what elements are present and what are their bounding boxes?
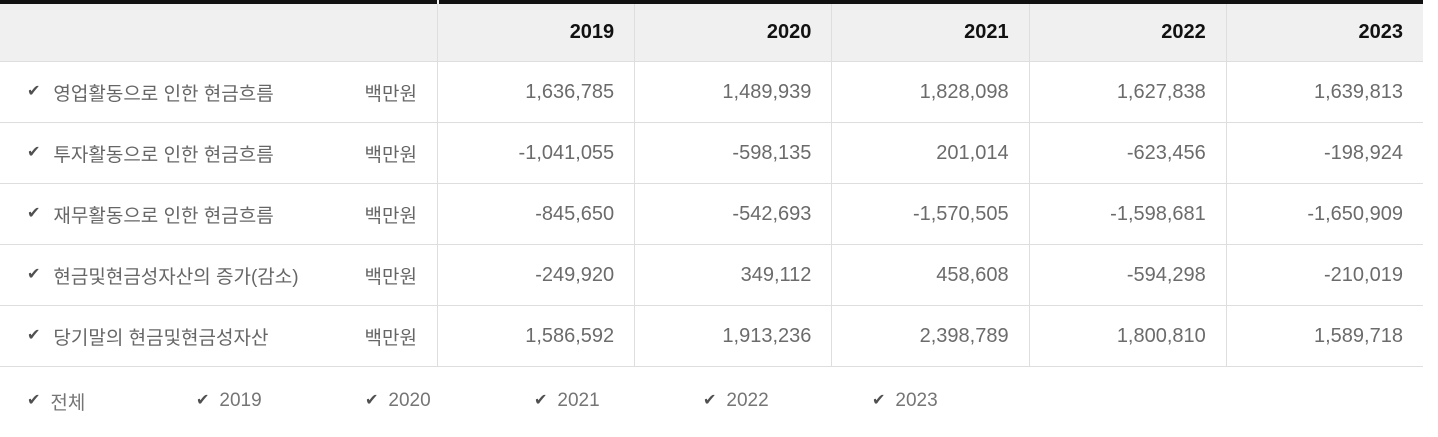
value-cell: 1,639,813 (1225, 62, 1423, 123)
value-cell: 1,636,785 (437, 62, 635, 123)
value-cell: 2,398,789 (831, 306, 1029, 367)
value-cell: -249,920 (437, 245, 635, 306)
value-cell: -1,598,681 (1028, 184, 1226, 245)
row-label: 영업활동으로 인한 현금흐름 (53, 83, 274, 105)
row-label-cell: ✔ 영업활동으로 인한 현금흐름 백만원 (0, 62, 437, 123)
row-check-icon[interactable]: ✔ (27, 144, 41, 161)
filter-label: 2021 (557, 390, 600, 411)
filter-check-icon: ✔ (196, 392, 210, 409)
row-check-icon[interactable]: ✔ (27, 266, 41, 283)
filter-item-2021[interactable]: ✔ 2021 (534, 390, 703, 412)
value-cell: -1,041,055 (437, 123, 635, 184)
row-label: 현금및현금성자산의 증가(감소) (53, 266, 299, 288)
filter-label: 2020 (388, 390, 431, 411)
value-cell: 1,627,838 (1028, 62, 1226, 123)
row-label: 당기말의 현금및현금성자산 (53, 327, 269, 349)
filter-item-2020[interactable]: ✔ 2020 (365, 390, 534, 412)
value-cell: -1,570,505 (831, 184, 1029, 245)
year-column-header: 2022 (1028, 4, 1226, 62)
filter-check-icon: ✔ (534, 392, 548, 409)
value-cell: 1,828,098 (831, 62, 1029, 123)
row-unit-label: 백만원 (364, 205, 417, 227)
value-cell: 1,586,592 (437, 306, 635, 367)
value-cell: 1,589,718 (1225, 306, 1423, 367)
row-check-icon[interactable]: ✔ (27, 83, 41, 100)
value-cell: -198,924 (1225, 123, 1423, 184)
row-label-cell: ✔ 투자활동으로 인한 현금흐름 백만원 (0, 123, 437, 184)
row-label-cell: ✔ 재무활동으로 인한 현금흐름 백만원 (0, 184, 437, 245)
filter-check-icon: ✔ (27, 392, 41, 409)
value-cell: 201,014 (831, 123, 1029, 184)
row-label: 재무활동으로 인한 현금흐름 (53, 205, 274, 227)
year-column-header: 2021 (831, 4, 1029, 62)
row-label-cell: ✔ 현금및현금성자산의 증가(감소) 백만원 (0, 245, 437, 306)
row-check-icon[interactable]: ✔ (27, 205, 41, 222)
value-cell: 349,112 (634, 245, 832, 306)
value-cell: -1,650,909 (1225, 184, 1423, 245)
value-cell: -623,456 (1028, 123, 1226, 184)
filter-item-all[interactable]: ✔ 전체 (27, 388, 196, 415)
filter-check-icon: ✔ (703, 392, 717, 409)
value-cell: -210,019 (1225, 245, 1423, 306)
row-unit-label: 백만원 (364, 83, 417, 105)
year-filter-row: ✔ 전체 ✔ 2019 ✔ 2020 ✔ 2021 ✔ 2022 ✔ 2023 (0, 367, 1438, 435)
filter-item-2022[interactable]: ✔ 2022 (703, 390, 872, 412)
row-unit-label: 백만원 (364, 327, 417, 349)
row-unit-label: 백만원 (364, 266, 417, 288)
value-cell: -542,693 (634, 184, 832, 245)
row-unit-label: 백만원 (364, 144, 417, 166)
filter-label: 2023 (895, 390, 938, 411)
filter-label: 2022 (726, 390, 769, 411)
value-cell: 1,913,236 (634, 306, 832, 367)
row-label: 투자활동으로 인한 현금흐름 (53, 144, 274, 166)
year-column-header: 2023 (1225, 4, 1423, 62)
year-column-header: 2020 (634, 4, 832, 62)
filter-check-icon: ✔ (872, 392, 886, 409)
filter-check-icon: ✔ (365, 392, 379, 409)
header-border-notch (437, 0, 439, 4)
cashflow-table: 2019 2020 2021 2022 2023 ✔ 영업활동으로 인한 현금흐름 백만원 1… (0, 0, 1423, 367)
row-label-cell: ✔ 당기말의 현금및현금성자산 백만원 (0, 306, 437, 367)
table-corner-cell (0, 4, 437, 62)
row-check-icon[interactable]: ✔ (27, 327, 41, 344)
year-column-header: 2019 (437, 4, 635, 62)
filter-label: 전체 (50, 392, 86, 414)
filter-label: 2019 (219, 390, 262, 411)
value-cell: -594,298 (1028, 245, 1226, 306)
value-cell: 1,800,810 (1028, 306, 1226, 367)
value-cell: -845,650 (437, 184, 635, 245)
filter-item-2019[interactable]: ✔ 2019 (196, 390, 365, 412)
value-cell: 458,608 (831, 245, 1029, 306)
value-cell: -598,135 (634, 123, 832, 184)
filter-item-2023[interactable]: ✔ 2023 (872, 390, 938, 412)
value-cell: 1,489,939 (634, 62, 832, 123)
